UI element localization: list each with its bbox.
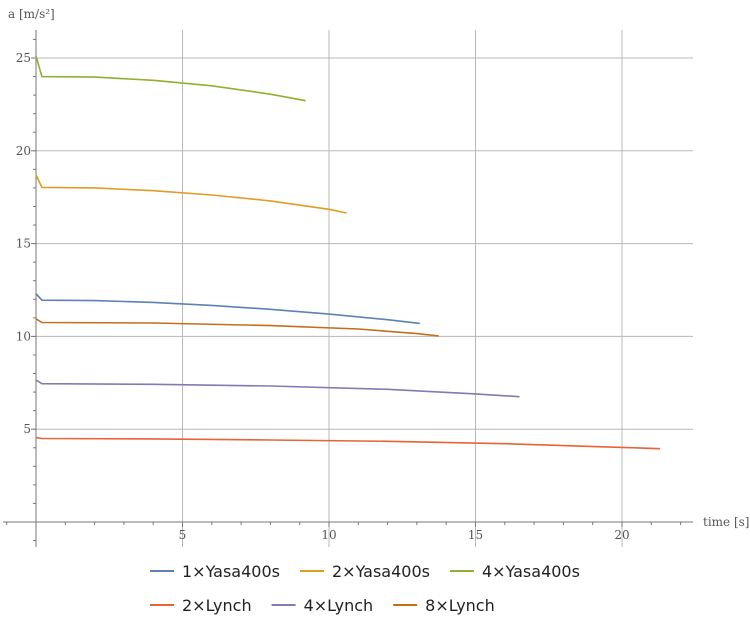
- legend-item: 8×Lynch: [393, 596, 495, 615]
- x-tick-label: 20: [614, 528, 629, 542]
- y-tick-label: 5: [23, 422, 31, 436]
- y-tick-label: 20: [16, 144, 31, 158]
- legend-label: 1×Yasa400s: [182, 562, 280, 581]
- y-tick-label: 10: [16, 329, 31, 343]
- legend-item: 1×Yasa400s: [150, 562, 280, 581]
- y-axis-label: a [m/s²]: [8, 7, 55, 21]
- x-tick-label: 10: [321, 528, 336, 542]
- grid-lines: [33, 30, 693, 547]
- series-line-4: [35, 436, 661, 450]
- legend-item: 4×Lynch: [271, 596, 374, 615]
- series-line-6: [35, 318, 439, 337]
- series-lines: [35, 55, 661, 450]
- legend-label: 4×Yasa400s: [482, 562, 580, 581]
- legend-label: 4×Lynch: [304, 596, 374, 615]
- x-tick-label: 15: [468, 528, 483, 542]
- series-line-1: [35, 293, 420, 325]
- x-tick-label: 5: [179, 528, 187, 542]
- legend-item: 2×Yasa400s: [299, 562, 430, 581]
- legend: 1×Yasa400s 2×Yasa400s 4×Yasa400s 2×Lynch 4×L…: [150, 562, 580, 615]
- series-line-2: [35, 174, 347, 214]
- y-tick-label: 15: [16, 237, 31, 251]
- legend-label: 2×Lynch: [182, 596, 252, 615]
- x-axis-label: time [s]: [703, 515, 749, 529]
- legend-item: 4×Yasa400s: [449, 562, 580, 581]
- legend-item: 2×Lynch: [150, 596, 252, 615]
- series-line-3: [35, 55, 306, 102]
- legend-label: 8×Lynch: [425, 596, 495, 615]
- series-line-5: [35, 379, 520, 398]
- axes: 5 10 15 20 5 10 15 20 25 time [s] a [m/s²]: [3, 7, 749, 547]
- legend-label: 2×Yasa400s: [332, 562, 430, 581]
- y-tick-label: 25: [16, 51, 31, 65]
